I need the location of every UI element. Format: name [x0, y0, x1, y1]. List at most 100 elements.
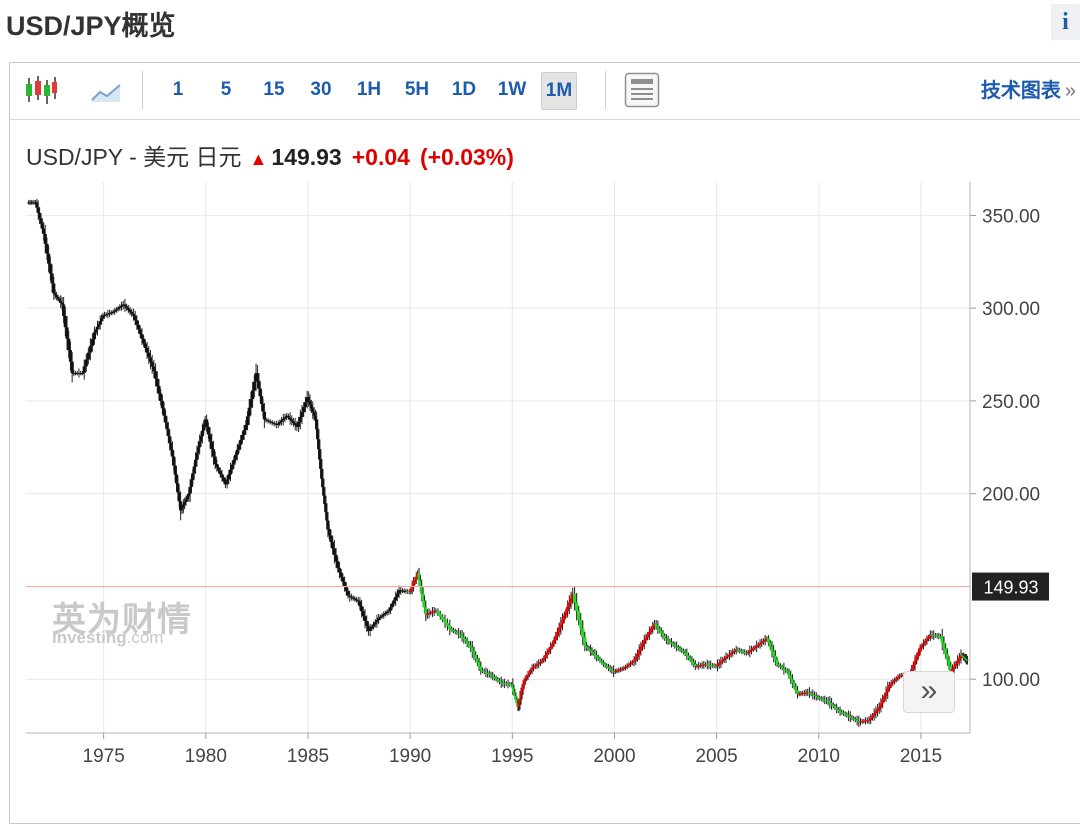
candlestick-icon[interactable]	[24, 72, 58, 108]
timeframe-1w[interactable]: 1W	[497, 79, 527, 100]
candle-body	[228, 469, 233, 475]
candle-body	[109, 312, 113, 314]
candle-body	[227, 474, 231, 480]
candle-body	[613, 671, 617, 673]
x-tick-label: 1995	[491, 746, 533, 767]
candle-body	[326, 520, 330, 529]
candle-body	[879, 703, 883, 708]
candle-body	[450, 629, 454, 631]
candle-body	[625, 665, 629, 667]
candle-body	[724, 656, 728, 659]
candle-body	[213, 456, 217, 464]
timeframe-15[interactable]: 15	[263, 79, 285, 100]
candle-body	[581, 628, 585, 638]
candle-body	[690, 659, 694, 662]
candle-body	[113, 310, 117, 312]
candle-body	[717, 663, 721, 665]
candle-body	[515, 699, 519, 704]
timeframe-1[interactable]: 1	[172, 79, 184, 100]
candle-body	[56, 297, 60, 299]
candle-body	[258, 388, 262, 397]
candle-body	[959, 655, 963, 658]
candle-body	[424, 607, 428, 615]
timeframe-1m[interactable]: 1M	[541, 72, 577, 110]
candle-body	[911, 664, 915, 670]
candle-body	[451, 630, 456, 632]
candle-body	[180, 507, 184, 511]
candle-body	[118, 306, 122, 309]
timeframe-1d[interactable]: 1D	[451, 79, 477, 100]
candle-body	[329, 535, 333, 542]
timeframe-30[interactable]: 30	[310, 79, 332, 100]
candle-body	[348, 595, 352, 597]
candle-body	[90, 339, 95, 346]
candle-body	[399, 590, 403, 592]
candle-body	[52, 283, 56, 294]
candle-body	[409, 588, 413, 593]
candle-body	[579, 619, 583, 629]
candle-body	[529, 670, 533, 673]
candle-body	[683, 651, 687, 654]
candle-body	[72, 373, 76, 375]
candle-body	[358, 601, 362, 607]
candle-body	[147, 352, 151, 358]
candle-body	[833, 706, 837, 708]
candle-body	[657, 628, 662, 631]
candle-body	[276, 423, 280, 426]
x-tick-label: 2015	[900, 746, 942, 767]
candle-body	[828, 701, 832, 704]
timeframe-5[interactable]: 5	[220, 79, 232, 100]
line-chart-icon[interactable]	[90, 72, 122, 108]
candle-body	[390, 603, 394, 608]
candle-body	[620, 668, 624, 670]
candle-body	[59, 300, 63, 303]
candle-body	[114, 309, 119, 311]
candle-body	[55, 295, 59, 298]
candle-body	[377, 617, 381, 621]
candle-body	[249, 399, 253, 408]
candle-body	[308, 400, 312, 405]
candle-body	[652, 623, 657, 627]
candle-body	[480, 669, 485, 671]
candle-body	[794, 686, 798, 691]
candle-body	[593, 653, 597, 656]
x-tick-label: 1980	[185, 746, 227, 767]
candle-body	[623, 666, 628, 669]
candle-body	[583, 637, 587, 646]
candle-body	[727, 654, 732, 656]
y-tick-label: 250.00	[982, 392, 1040, 413]
candle-body	[458, 633, 462, 635]
candle-body	[778, 665, 783, 667]
candle-body	[375, 620, 379, 623]
expand-chart-button[interactable]: »	[903, 671, 955, 713]
candle-body	[835, 707, 839, 710]
candle-body	[218, 470, 222, 475]
timeframe-5h[interactable]: 5H	[404, 79, 430, 100]
technical-chart-link[interactable]: 技术图表»	[981, 74, 1076, 103]
candle-body	[504, 683, 508, 685]
candle-body	[257, 380, 261, 389]
candle-body	[826, 700, 830, 702]
candle-body	[84, 359, 88, 367]
info-button[interactable]: i	[1051, 4, 1080, 40]
candle-body	[337, 567, 342, 573]
candle-body	[457, 632, 461, 634]
candle-body	[870, 715, 875, 718]
candle-body	[567, 602, 571, 607]
candle-body	[470, 647, 474, 652]
candle-body	[681, 650, 686, 652]
candle-body	[957, 657, 961, 661]
candle-body	[491, 675, 495, 677]
candle-body	[841, 712, 846, 714]
candle-body	[719, 661, 723, 664]
candle-body	[761, 640, 766, 643]
candle-body	[940, 636, 944, 643]
watermark-brand-suffix: .com	[126, 628, 164, 647]
candle-body	[108, 313, 112, 315]
candle-body	[152, 366, 156, 372]
candle-body	[239, 439, 243, 445]
timeframe-1h[interactable]: 1H	[356, 79, 382, 100]
table-view-icon[interactable]	[624, 72, 660, 108]
candle-body	[405, 591, 410, 593]
